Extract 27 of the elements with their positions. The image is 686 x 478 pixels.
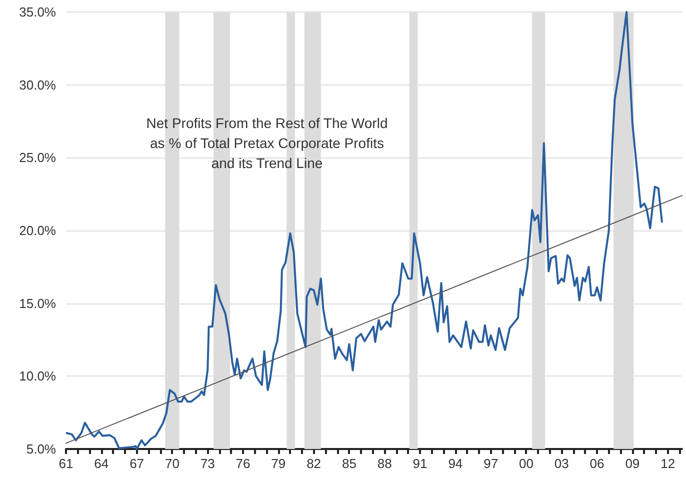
y-tick-label: 35.0% xyxy=(19,4,56,20)
x-tick-label: 70 xyxy=(164,456,180,471)
text: Net Profits From the Rest of The World as % of Total Pretax Corporate Profits and its Trend Line xyxy=(146,115,388,171)
x-tick-label: 97 xyxy=(484,456,498,471)
x-tick-label: 85 xyxy=(342,456,356,471)
x-tick-label: 00 xyxy=(518,456,534,471)
y-tick-label: 20.0% xyxy=(19,223,56,238)
x-tick-label: 94 xyxy=(448,456,463,471)
y-tick-label: 25.0% xyxy=(19,150,56,166)
x-tick-label: 61 xyxy=(58,456,74,471)
x-tick-label: 91 xyxy=(412,456,428,471)
x-tick-label: 88 xyxy=(377,456,392,471)
y-tick-label: 10.0% xyxy=(19,368,56,384)
line-series xyxy=(66,11,663,450)
x-tick-label: 09 xyxy=(625,456,640,471)
x-tick-label: 76 xyxy=(236,456,250,471)
y-tick-label: 5.0% xyxy=(26,442,56,456)
x-tick-label: 64 xyxy=(94,456,109,471)
y-tick-label: 15.0% xyxy=(19,296,56,311)
x-tick-label: 73 xyxy=(200,456,215,471)
x-tick-label: 12 xyxy=(660,456,676,471)
x-tick-label: 79 xyxy=(271,456,286,471)
x-tick-label: 82 xyxy=(306,456,322,471)
x-tick-label: 03 xyxy=(554,456,569,471)
x-tick-label: 67 xyxy=(130,456,144,471)
x-tick-label: 06 xyxy=(590,456,604,471)
y-tick-label: 30.0% xyxy=(19,77,56,92)
